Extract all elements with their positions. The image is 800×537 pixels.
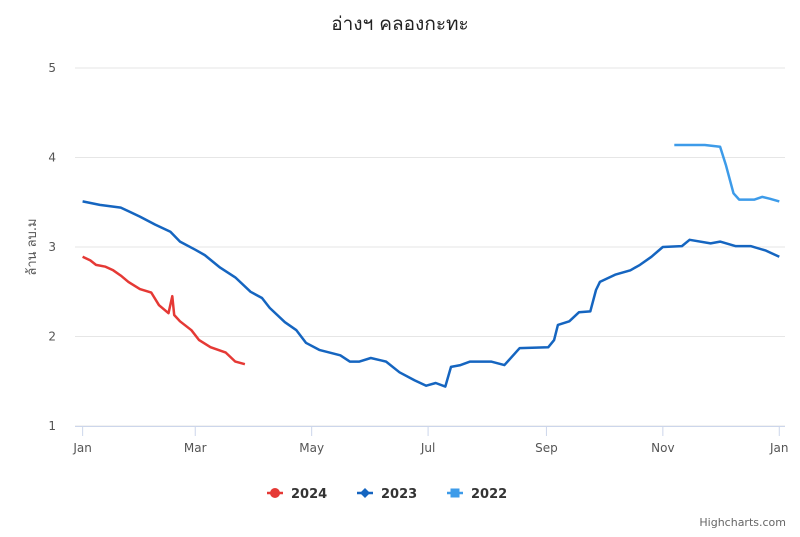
- legend-marker: [270, 488, 280, 498]
- x-tick-label: Jul: [420, 441, 435, 455]
- y-tick-label: 4: [48, 151, 56, 165]
- credits: Highcharts.com: [699, 516, 786, 529]
- series-line: [674, 143, 780, 203]
- x-tick-label: May: [299, 441, 324, 455]
- x-tick-label: Jan: [769, 441, 789, 455]
- legend-label: 2024: [291, 487, 327, 502]
- legend-label: 2022: [471, 487, 507, 502]
- series-line: [82, 255, 246, 366]
- chart-title: อ่างฯ คลองกะทะ: [331, 13, 469, 35]
- y-tick-label: 3: [48, 240, 56, 254]
- legend-item[interactable]: 2024: [267, 487, 327, 502]
- x-tick-label: Sep: [535, 441, 558, 455]
- legend-marker: [450, 488, 460, 498]
- legend-item[interactable]: 2023: [357, 487, 417, 502]
- y-tick-label: 1: [48, 419, 56, 433]
- x-tick-label: Nov: [651, 441, 674, 455]
- y-tick-label: 2: [48, 330, 56, 344]
- x-tick-label: Mar: [184, 441, 207, 455]
- y-axis-label: ล้าน ลบ.ม: [25, 218, 40, 275]
- legend-item[interactable]: 2022: [447, 487, 507, 502]
- legend-marker: [360, 488, 370, 498]
- y-tick-label: 5: [48, 61, 56, 75]
- series-line: [82, 200, 780, 388]
- legend-label: 2023: [381, 487, 417, 502]
- x-tick-label: Jan: [72, 441, 92, 455]
